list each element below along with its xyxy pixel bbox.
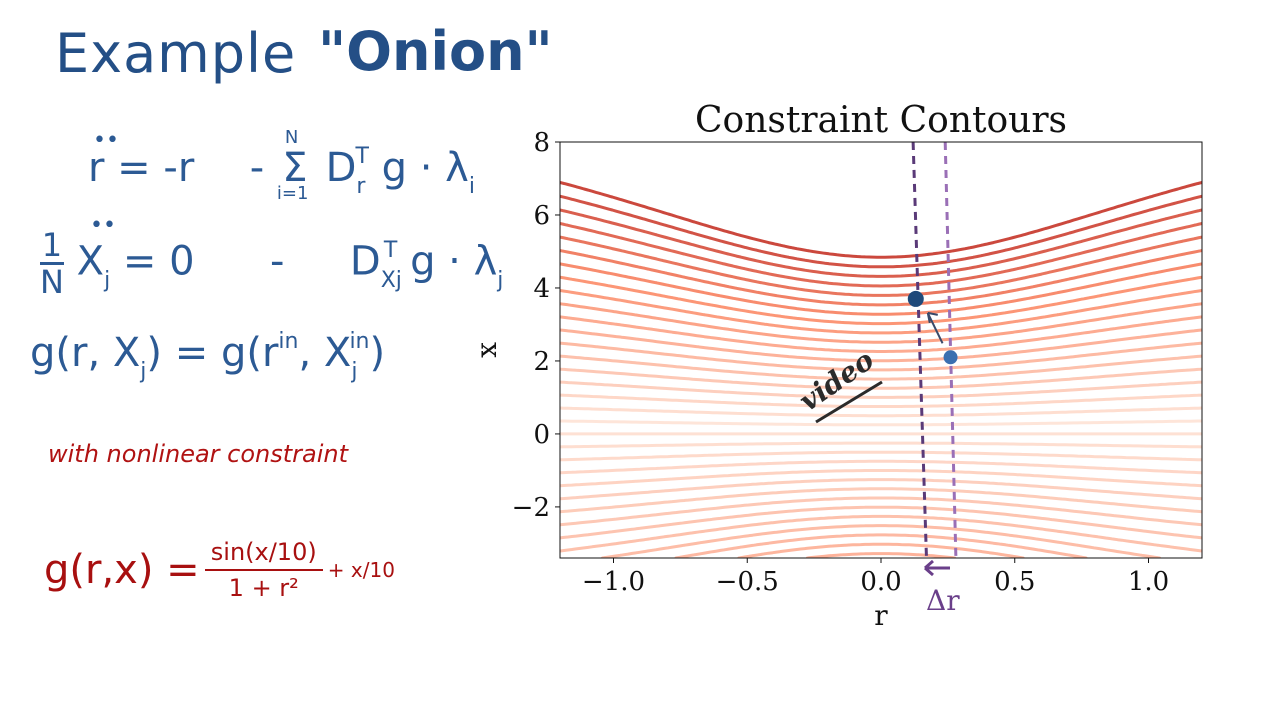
contour-level bbox=[560, 275, 1202, 326]
nonlinear-constraint-note: with nonlinear constraint bbox=[48, 440, 349, 468]
eq1-sum-block: N Σ i=1 bbox=[277, 127, 313, 204]
contour-level bbox=[560, 514, 1202, 553]
x-tick-label: 0.0 bbox=[860, 567, 901, 597]
contour-level bbox=[560, 505, 1202, 540]
eq1-minus: - bbox=[249, 145, 265, 191]
eq2-rest: g · λ bbox=[410, 238, 498, 285]
constraint-fraction: sin(x/10) 1 + r² bbox=[204, 535, 323, 605]
eq2-term-sub: Xj bbox=[380, 267, 402, 293]
eq2-term: D bbox=[349, 238, 381, 285]
eq1-term: D bbox=[325, 145, 357, 191]
contour-level bbox=[560, 235, 1202, 297]
heading-title: Example bbox=[55, 22, 297, 85]
eq3-left: g(r, X bbox=[30, 330, 141, 376]
x-axis-label: r bbox=[874, 599, 888, 632]
contour-level bbox=[805, 552, 957, 558]
y-tick-label: 4 bbox=[533, 274, 550, 304]
eq3-mid: ) = g(r bbox=[146, 330, 279, 376]
eq2-minus: - bbox=[270, 238, 285, 285]
eq1-term-sup: T bbox=[355, 144, 369, 169]
eq2-fraction: 1 N bbox=[40, 228, 64, 299]
point-current bbox=[907, 290, 924, 307]
x-tick-label: 0.5 bbox=[994, 567, 1035, 597]
eq1-rest: g · λ bbox=[381, 145, 469, 191]
constraint-equation: g(r,x) = sin(x/10) 1 + r² + x/10 bbox=[44, 535, 395, 605]
x-tick-label: 1.0 bbox=[1128, 567, 1169, 597]
eq1-lhs: r bbox=[88, 145, 105, 191]
contour-level bbox=[560, 208, 1202, 278]
eq3-sup2: in bbox=[349, 329, 370, 354]
step-arrow bbox=[926, 311, 944, 344]
y-axis-label: x bbox=[480, 342, 503, 358]
eq2-term-sup: T bbox=[383, 237, 398, 263]
contour-level bbox=[560, 194, 1202, 269]
video-underline bbox=[815, 380, 883, 424]
constraint-num: sin(x/10) bbox=[204, 535, 323, 571]
contour-level bbox=[560, 441, 1202, 449]
contour-level bbox=[560, 289, 1202, 335]
contour-level bbox=[560, 249, 1202, 307]
eq1-rest-sub: i bbox=[468, 174, 475, 199]
equation-3: g(r, Xj) = g(rin, Xjin) bbox=[30, 329, 386, 384]
eq2-double-dot: •• bbox=[90, 213, 116, 238]
eq2-rest-sub: j bbox=[497, 267, 504, 293]
constraint-lhs: g(r,x) = bbox=[44, 547, 200, 593]
constraint-den: 1 + r² bbox=[228, 574, 299, 602]
eq1-sum-symbol: Σ bbox=[282, 145, 308, 191]
contour-level bbox=[560, 450, 1202, 462]
y-tick-label: 6 bbox=[533, 201, 550, 231]
eq1-mid: = -r bbox=[117, 145, 195, 191]
y-tick-label: 8 bbox=[533, 128, 550, 158]
eq2-frac-num: 1 bbox=[40, 226, 64, 265]
eq1-double-dot: •• bbox=[93, 128, 119, 153]
contour-level bbox=[560, 367, 1202, 390]
eq2-var-sub: j bbox=[104, 267, 111, 293]
eq1-term-sub: r bbox=[356, 174, 366, 199]
eq2-mid: = 0 bbox=[122, 238, 195, 285]
contour-level bbox=[560, 302, 1202, 344]
heading-quoted-name: "Onion" bbox=[318, 20, 553, 83]
y-tick-label: −2 bbox=[512, 493, 550, 523]
eq3-sub2: j bbox=[351, 359, 358, 384]
contour-level bbox=[560, 487, 1202, 514]
x-tick-label: −1.0 bbox=[582, 567, 645, 597]
contour-level bbox=[560, 380, 1202, 399]
y-tick-label: 2 bbox=[533, 347, 550, 377]
eq3-left-sub: j bbox=[140, 359, 147, 384]
contour-lines bbox=[560, 180, 1202, 558]
contour-level bbox=[560, 496, 1202, 527]
x-tick-label: −0.5 bbox=[716, 567, 779, 597]
delta-r-label: Δr bbox=[926, 584, 960, 617]
chart-title: Constraint Contours bbox=[695, 100, 1067, 141]
contour-level bbox=[560, 354, 1202, 381]
eq2-frac-den: N bbox=[40, 263, 64, 301]
contour-level bbox=[560, 459, 1202, 475]
constraint-tail: + x/10 bbox=[327, 558, 395, 582]
eq2-var: X bbox=[76, 238, 105, 285]
contour-level bbox=[737, 542, 1025, 558]
y-tick-label: 0 bbox=[533, 420, 550, 450]
contour-level bbox=[560, 315, 1202, 353]
delta-r-arrow bbox=[924, 559, 950, 577]
eq3-right: ) bbox=[369, 330, 386, 376]
contour-level bbox=[560, 262, 1202, 316]
contour-level bbox=[560, 419, 1202, 427]
equation-1: r = -r - N Σ i=1 DrT g · λi bbox=[88, 127, 475, 204]
contour-level bbox=[560, 222, 1202, 288]
point-initial bbox=[943, 350, 958, 365]
contour-level bbox=[560, 478, 1202, 501]
equation-2: 1 N Xj = 0 - DXjT g · λj bbox=[40, 228, 503, 299]
contour-level bbox=[560, 406, 1202, 418]
eq1-sum-bottom: i=1 bbox=[276, 183, 309, 204]
x-ticks: −1.0 −0.5 0.0 0.5 1.0 bbox=[582, 558, 1169, 597]
contour-level bbox=[560, 328, 1202, 363]
eq1-sum-top: N bbox=[284, 127, 299, 148]
contour-level bbox=[560, 469, 1202, 488]
eq3-mid2: , X bbox=[298, 330, 352, 376]
eq3-sup1: in bbox=[278, 329, 299, 354]
contour-level bbox=[560, 180, 1202, 259]
y-ticks: −2 0 2 4 6 8 bbox=[512, 128, 560, 523]
